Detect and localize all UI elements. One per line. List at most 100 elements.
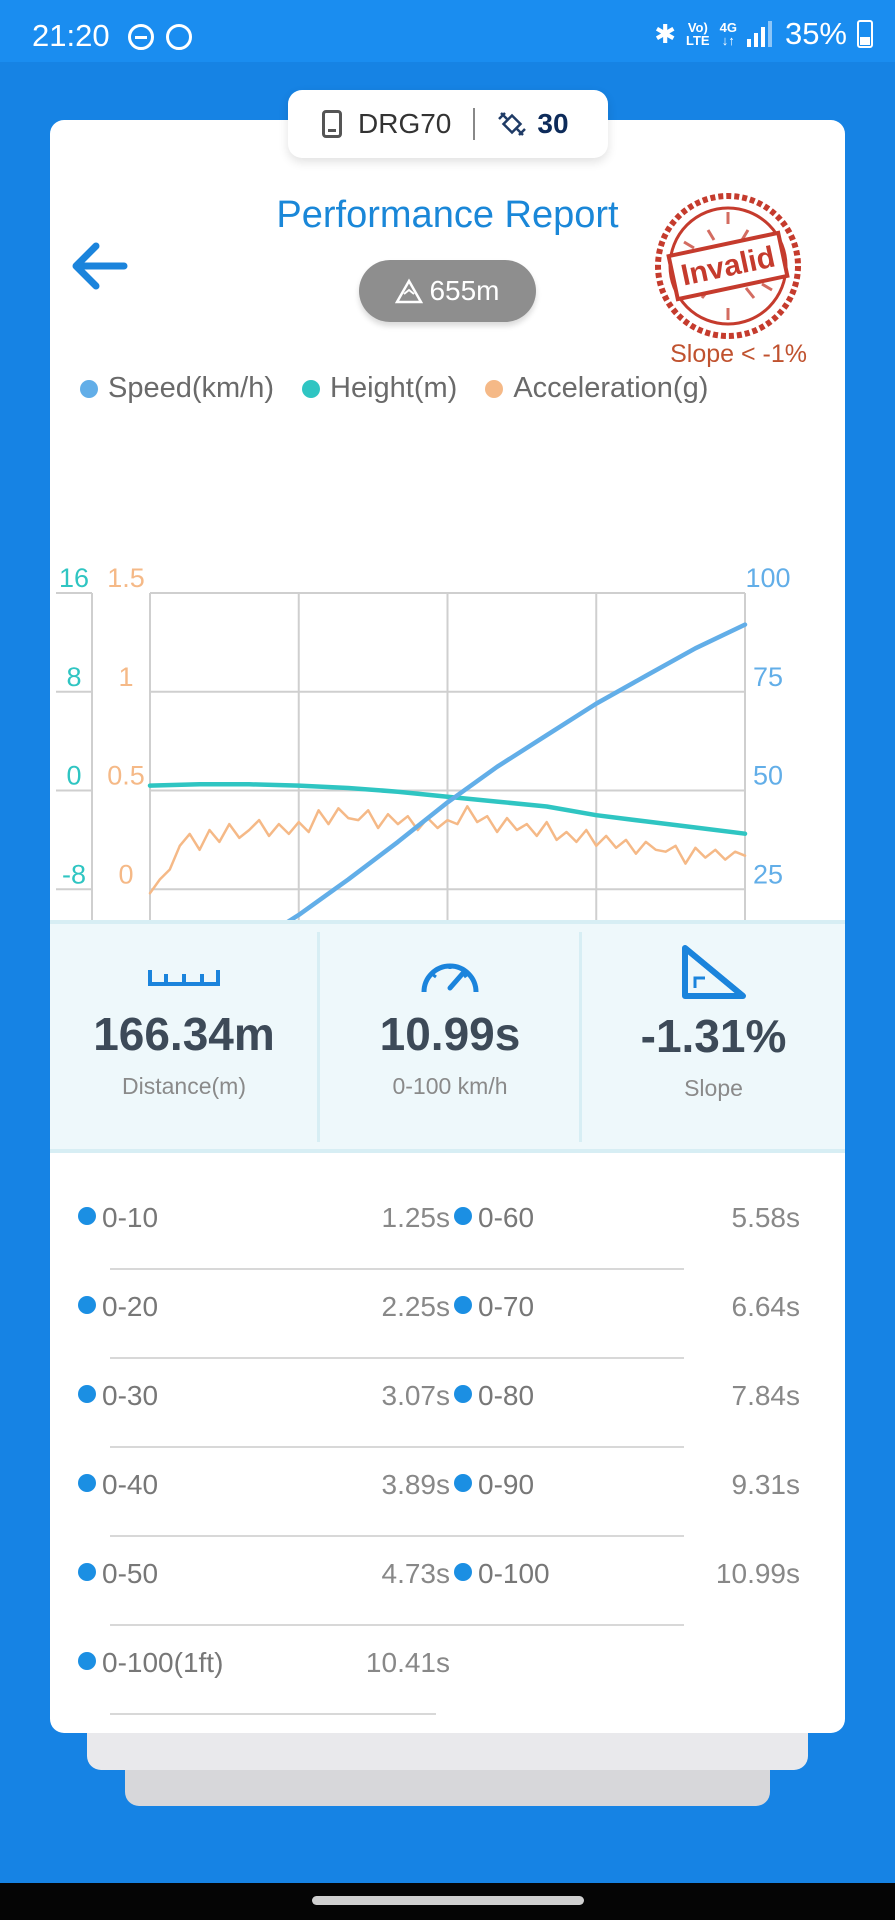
- split-label: 0-90: [478, 1469, 535, 1500]
- performance-report-card: Performance Report 655m Invalid Slope < …: [50, 120, 845, 1733]
- split-row: 0-100(1ft) 10.41s: [78, 1625, 478, 1715]
- divider: [374, 1357, 684, 1359]
- split-label: 0-10: [102, 1202, 159, 1233]
- divider: [110, 1268, 402, 1270]
- device-icon: [322, 110, 342, 138]
- split-label: 0-20: [102, 1291, 159, 1322]
- split-row: 0-30 3.07s: [78, 1358, 478, 1448]
- status-bar: 21:20 ✱ Vo) LTE 4G ↓↑ 35%: [0, 0, 895, 62]
- speed-tick-label: 75: [753, 662, 783, 692]
- bullet: [454, 1296, 472, 1314]
- height-tick-label: 8: [66, 662, 81, 692]
- divider: [374, 1535, 684, 1537]
- bullet: [78, 1207, 96, 1225]
- bullet: [78, 1296, 96, 1314]
- divider: [374, 1624, 684, 1626]
- legend-label: Acceleration(g): [513, 372, 709, 404]
- series-line-height: [147, 782, 748, 836]
- split-value: 2.25s: [381, 1291, 451, 1322]
- split-value: 1.25s: [381, 1202, 451, 1233]
- divider: [579, 932, 582, 1142]
- divider: [317, 932, 320, 1142]
- speed-tick-label: 25: [753, 859, 783, 889]
- legend-label: Speed(km/h): [108, 372, 275, 404]
- altitude-badge: 655m: [359, 260, 536, 322]
- split-label: 0-50: [102, 1558, 159, 1589]
- chart-legend: Speed(km/h) Height(m) Acceleration(g): [80, 372, 708, 405]
- battery-percent: 35%: [784, 16, 847, 51]
- acceleration-tick-label: 1: [118, 662, 133, 692]
- altitude-value: 655m: [429, 275, 500, 306]
- app-notification-icon: [166, 24, 192, 50]
- divider: [374, 1446, 684, 1448]
- divider: [374, 1268, 684, 1270]
- split-row: 0-80 7.84s: [374, 1358, 845, 1448]
- height-tick-label: -8: [62, 859, 86, 889]
- legend-acceleration[interactable]: Acceleration(g): [485, 372, 708, 405]
- legend-speed[interactable]: Speed(km/h): [80, 372, 274, 405]
- home-gesture-handle[interactable]: [312, 1896, 584, 1905]
- distance-value: 166.34m: [93, 1008, 275, 1060]
- speed-tick-label: 50: [753, 761, 783, 791]
- signal-icon: [746, 21, 772, 47]
- split-label: 0-100(1ft): [102, 1647, 224, 1678]
- page-title: Performance Report: [276, 194, 619, 236]
- bullet: [78, 1385, 96, 1403]
- split-row: 0-60 5.58s: [374, 1180, 845, 1270]
- volte-indicator: Vo) LTE: [686, 20, 710, 48]
- stat-slope: -1.31% Slope: [582, 924, 845, 1149]
- slope-value: -1.31%: [640, 1010, 787, 1062]
- acceleration-tick-label: 0: [118, 859, 133, 889]
- slope-label: Slope: [684, 1075, 743, 1101]
- split-value: 3.07s: [381, 1380, 451, 1411]
- split-row: 0-20 2.25s: [78, 1269, 478, 1359]
- split-row: 0-10 1.25s: [78, 1180, 478, 1270]
- network-type-indicator: 4G ↓↑: [719, 20, 737, 48]
- battery-icon: [857, 20, 873, 48]
- zero-to-hundred-label: 0-100 km/h: [392, 1073, 508, 1099]
- split-label: 0-60: [478, 1202, 535, 1233]
- bullet: [78, 1652, 96, 1670]
- bullet: [454, 1207, 472, 1225]
- status-time: 21:20: [32, 18, 110, 53]
- divider: [110, 1713, 436, 1715]
- satellite-count: 30: [537, 108, 569, 139]
- stats-panel: 166.34m Distance(m) 10.99s 0-100 km/h -1…: [50, 920, 845, 1153]
- split-label: 0-30: [102, 1380, 159, 1411]
- system-nav-bar: [0, 1883, 895, 1920]
- split-value: 10.99s: [715, 1558, 800, 1589]
- legend-dot: [80, 379, 98, 398]
- split-value: 4.73s: [381, 1558, 451, 1589]
- back-arrow-icon[interactable]: [66, 238, 130, 294]
- invalid-stamp: Invalid: [655, 193, 801, 339]
- split-label: 0-80: [478, 1380, 535, 1411]
- status-indicators: ✱ Vo) LTE 4G ↓↑ 35%: [654, 16, 873, 52]
- bullet: [78, 1563, 96, 1581]
- split-value: 3.89s: [381, 1469, 451, 1500]
- zero-to-hundred-value: 10.99s: [379, 1008, 521, 1060]
- series-line-acceleration: [148, 805, 747, 895]
- bullet: [78, 1474, 96, 1492]
- legend-label: Height(m): [330, 372, 458, 404]
- divider: [473, 108, 476, 140]
- ruler-icon: [148, 970, 220, 986]
- acceleration-tick-label: 0.5: [107, 761, 145, 791]
- distance-label: Distance(m): [122, 1073, 246, 1099]
- bullet: [454, 1563, 472, 1581]
- split-row: 0-70 6.64s: [374, 1269, 845, 1359]
- split-label: 0-100: [478, 1558, 550, 1589]
- legend-dot: [302, 379, 321, 398]
- split-row: 0-50 4.73s: [78, 1536, 478, 1626]
- legend-height[interactable]: Height(m): [302, 372, 457, 405]
- split-label: 0-70: [478, 1291, 535, 1322]
- speedometer-icon: [421, 963, 479, 993]
- do-not-disturb-icon: [128, 24, 154, 50]
- stat-acceleration-time: 10.99s 0-100 km/h: [320, 924, 580, 1149]
- split-value: 10.41s: [365, 1647, 450, 1678]
- device-name: DRG70: [358, 108, 452, 139]
- slope-warning: Slope < -1%: [670, 340, 807, 368]
- split-row: 0-90 9.31s: [374, 1447, 845, 1537]
- device-info-pill[interactable]: DRG70 30: [288, 90, 608, 158]
- acceleration-tick-label: 1.5: [107, 563, 145, 593]
